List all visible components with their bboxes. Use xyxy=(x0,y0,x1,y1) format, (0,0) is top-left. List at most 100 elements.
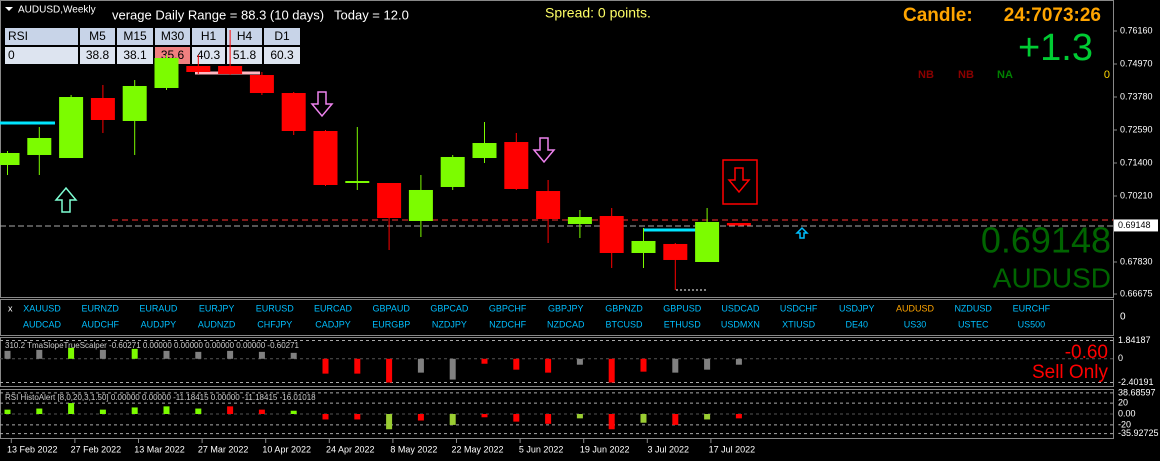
symbol-button[interactable]: GBPJPY xyxy=(548,303,584,313)
symbol-button[interactable]: GBPCHF xyxy=(489,303,527,313)
x-tick-label: 27 Mar 2022 xyxy=(198,444,249,454)
symbol-button[interactable]: AUDJPY xyxy=(141,319,177,329)
signal: NA xyxy=(997,69,1013,81)
symbol-button[interactable]: USTEC xyxy=(958,319,989,329)
table-cell xyxy=(264,47,300,64)
symbol-button[interactable]: GBPCAD xyxy=(430,303,469,313)
candle-time: 24:7073:26 xyxy=(1004,5,1101,26)
histogram-bar xyxy=(4,409,11,414)
histogram-bar xyxy=(99,349,106,359)
symbol-button[interactable]: EURUSD xyxy=(256,303,295,313)
candle-body xyxy=(726,222,751,226)
symbol-button[interactable]: EURJPY xyxy=(199,303,235,313)
table-header: M15 xyxy=(123,29,147,43)
table-header-cell xyxy=(264,28,300,45)
histogram-bar xyxy=(576,414,583,419)
signal-box xyxy=(722,159,758,205)
table-header-cell xyxy=(80,28,115,45)
x-tick-label: 8 May 2022 xyxy=(390,444,437,454)
symbol-button[interactable]: NZDJPY xyxy=(432,319,467,329)
y-tick-label: 1.84187 xyxy=(1118,335,1151,345)
symbol-button[interactable]: AUDNZD xyxy=(198,319,236,329)
histogram-bar xyxy=(704,414,711,420)
symbol-button[interactable]: AUDCAD xyxy=(23,319,62,329)
candle-body xyxy=(122,85,147,121)
symbol-button[interactable]: EURNZD xyxy=(81,303,119,313)
symbol-button[interactable]: ETHUSD xyxy=(664,319,702,329)
symbol-button[interactable]: US30 xyxy=(904,319,927,329)
symbol-button[interactable]: GBPAUD xyxy=(373,303,411,313)
y-tick-label: 38.68597 xyxy=(1118,387,1156,397)
histogram-bar xyxy=(227,406,234,414)
histogram-bar xyxy=(640,414,647,423)
table-cell xyxy=(227,47,262,64)
symbol-button[interactable]: USDMXN xyxy=(721,319,760,329)
y-tick-label: -20 xyxy=(1118,419,1131,429)
x-tick-label: 10 Apr 2022 xyxy=(262,444,311,454)
histogram-bar xyxy=(68,347,75,359)
table-header-cell xyxy=(227,28,262,45)
candle-body xyxy=(472,143,497,159)
y-tick-label: 0.72590 xyxy=(1120,124,1153,134)
symbol-button[interactable]: USDCHF xyxy=(780,303,818,313)
candle-body xyxy=(345,181,370,183)
symbol-title: AUDUSD,Weekly xyxy=(18,5,96,16)
table-cell xyxy=(192,47,225,64)
histogram-bar xyxy=(386,414,393,430)
histogram-bar xyxy=(735,358,742,365)
symbol-button[interactable]: EURCAD xyxy=(314,303,353,313)
main-frame xyxy=(0,0,1114,298)
histogram-bar xyxy=(608,414,615,430)
table-header: D1 xyxy=(274,29,290,43)
symbol-button[interactable]: AUDCHF xyxy=(81,319,119,329)
histogram-bar xyxy=(322,358,329,374)
histogram-bar xyxy=(449,414,456,425)
symbol-button[interactable]: GBPNZD xyxy=(605,303,643,313)
symbol-button[interactable]: BTCUSD xyxy=(605,319,643,329)
close-button[interactable]: x xyxy=(8,303,13,313)
symbol-button[interactable]: DE40 xyxy=(846,319,869,329)
candle-body xyxy=(504,142,529,189)
panel-borders xyxy=(0,0,1114,439)
symbol-button[interactable]: USDCAD xyxy=(721,303,760,313)
panel-note: Sell Only xyxy=(1032,362,1109,383)
x-tick-label: 3 Jul 2022 xyxy=(648,444,690,454)
symbol-button[interactable]: NZDUSD xyxy=(954,303,992,313)
last-price-label: 0.69148 xyxy=(1118,220,1151,230)
symbol-button[interactable]: AUDUSD xyxy=(896,303,935,313)
histogram-bar xyxy=(513,358,520,370)
candle-body xyxy=(663,243,688,260)
candle-body xyxy=(599,215,624,253)
symbol-button[interactable]: EURCHF xyxy=(1013,303,1051,313)
y-tick-label: -35.92725 xyxy=(1118,428,1159,438)
symbol-button[interactable]: CADJPY xyxy=(315,319,351,329)
symbol-button[interactable]: USDJPY xyxy=(839,303,875,313)
candle-body xyxy=(408,189,433,221)
histogram-bar xyxy=(545,358,552,373)
y-tick-label: 0.73780 xyxy=(1120,91,1153,101)
symbol-button[interactable]: NZDCAD xyxy=(547,319,585,329)
menu-arrow[interactable] xyxy=(5,7,13,11)
table-header-cell xyxy=(155,28,190,45)
symbol-button[interactable]: NZDCHF xyxy=(489,319,526,329)
candle-body xyxy=(249,75,274,94)
symbol-button[interactable]: XAUUSD xyxy=(23,303,61,313)
symbol-button[interactable]: EURGBP xyxy=(372,319,410,329)
symbol-button[interactable]: GBPUSD xyxy=(663,303,702,313)
table-value: 40.3 xyxy=(197,48,221,62)
symbol-button[interactable]: XTIUSD xyxy=(782,319,816,329)
signal: NB xyxy=(958,69,974,81)
last-price-box xyxy=(1114,219,1158,232)
down-arrow xyxy=(532,137,556,164)
symbol-button[interactable]: US500 xyxy=(1018,319,1046,329)
x-tick-label: 19 Jun 2022 xyxy=(580,444,630,454)
symbol-button[interactable]: CHFJPY xyxy=(257,319,292,329)
table-cell xyxy=(117,47,153,64)
symbol-button[interactable]: EURAUD xyxy=(139,303,178,313)
histogram-bar xyxy=(386,358,393,383)
histogram-bar xyxy=(449,358,456,380)
histogram-bar xyxy=(290,352,297,359)
candle-body xyxy=(377,182,402,218)
